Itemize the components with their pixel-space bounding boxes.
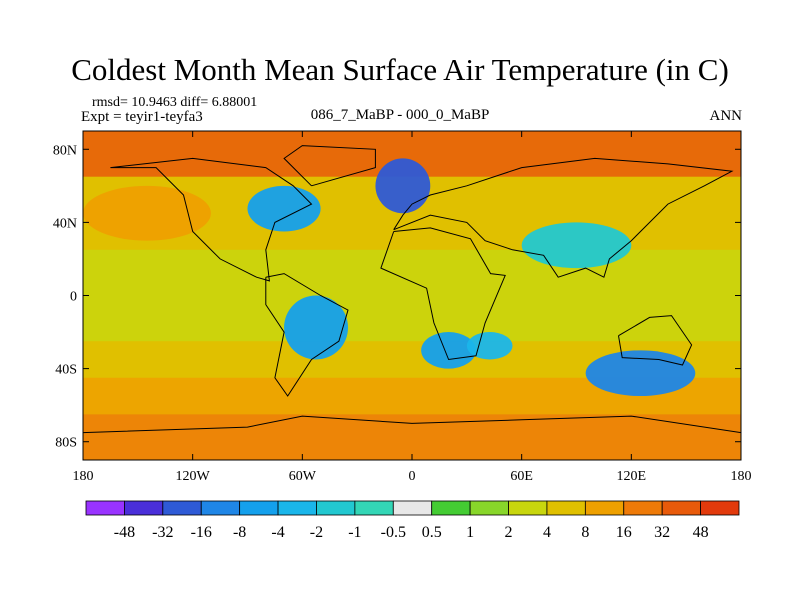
colorbar-swatch xyxy=(508,500,548,516)
x-tick-label: 120W xyxy=(176,469,211,484)
coastline-5 xyxy=(83,415,741,434)
x-tick-label: 60E xyxy=(510,469,533,484)
colorbar-swatch xyxy=(277,500,317,516)
colorbar-swatch xyxy=(584,500,625,516)
colorbar: -48 -32 -16 -8 -4 -2 -1 -0.5 0.5 1 2 4 8 16 32 48 xyxy=(85,500,740,541)
colorbar-label: -48 xyxy=(114,524,135,541)
x-tick-label: 120E xyxy=(617,469,647,484)
y-tick-label: 80N xyxy=(53,143,77,158)
colorbar-label: 48 xyxy=(693,524,709,541)
colorbar-label: -2 xyxy=(310,524,323,541)
colorbar-swatch xyxy=(200,500,241,516)
chart-title: Coldest Month Mean Surface Air Temperatu… xyxy=(71,52,729,87)
region-greenland-north-atlantic xyxy=(375,158,431,214)
colorbar-swatch xyxy=(469,500,509,516)
coastline-2 xyxy=(380,227,506,361)
colorbar-label: -4 xyxy=(271,524,284,541)
season-label: ANN xyxy=(709,108,743,124)
region-tropics xyxy=(83,249,741,342)
colorbar-label: 1 xyxy=(466,524,474,541)
colorbar-label: 16 xyxy=(616,524,632,541)
region-north-pacific xyxy=(83,185,211,241)
colorbar-label: 2 xyxy=(505,524,513,541)
coastline-6 xyxy=(283,145,376,187)
coastline-4 xyxy=(618,315,693,366)
x-tick-label: 180 xyxy=(731,469,752,484)
colorbar-swatch xyxy=(85,500,125,516)
region-antarctic-band xyxy=(83,414,741,460)
region-central-asia-patches xyxy=(521,222,632,269)
y-tick-label: 40N xyxy=(53,216,77,231)
colorbar-swatch xyxy=(700,500,740,516)
region-north-america-east xyxy=(247,185,321,232)
region-southern-africa xyxy=(421,332,476,369)
colorbar-label: 4 xyxy=(543,524,551,541)
colorbar-label: -8 xyxy=(233,524,246,541)
colorbar-swatch xyxy=(392,500,433,516)
colorbar-swatch xyxy=(546,500,586,516)
colorbar-swatch xyxy=(623,500,663,516)
colorbar-swatch xyxy=(316,500,356,516)
colorbar-label: -32 xyxy=(152,524,173,541)
colorbar-swatch xyxy=(239,500,279,516)
map-layer xyxy=(83,131,741,460)
axes-layer: 180 120W 60W 0 60E 120E 180 80N 40N 0 40S 80S xyxy=(53,130,752,484)
colorbar-swatch xyxy=(661,500,701,516)
colorbar-swatch xyxy=(431,500,471,516)
y-tick-label: 80S xyxy=(55,436,77,451)
colorbar-swatch xyxy=(354,500,394,516)
stats-text: rmsd= 10.9463 diff= 6.88001 xyxy=(92,95,258,110)
colorbar-swatch xyxy=(162,500,202,516)
x-tick-label: 60W xyxy=(289,469,317,484)
experiment-label: Expt = teyir1-teyfa3 xyxy=(81,109,203,125)
coastline-0 xyxy=(110,157,313,282)
colorbar-label: 8 xyxy=(581,524,589,541)
region-south-america xyxy=(284,295,349,360)
x-tick-label: 180 xyxy=(73,469,94,484)
colorbar-label: 32 xyxy=(654,524,670,541)
period-label: 086_7_MaBP - 000_0_MaBP xyxy=(310,107,490,123)
colorbar-label: 0.5 xyxy=(422,524,442,541)
coastline-1 xyxy=(265,273,349,397)
coastline-3 xyxy=(393,157,734,278)
colorbar-swatch xyxy=(124,500,164,516)
x-tick-label: 0 xyxy=(409,469,416,484)
y-tick-label: 0 xyxy=(70,290,77,305)
region-madagascar-region xyxy=(466,332,513,360)
colorbar-label: -1 xyxy=(348,524,361,541)
region-australia xyxy=(585,350,696,397)
y-tick-label: 40S xyxy=(55,363,77,378)
colorbar-label: -16 xyxy=(191,524,212,541)
colorbar-label: -0.5 xyxy=(381,524,406,541)
